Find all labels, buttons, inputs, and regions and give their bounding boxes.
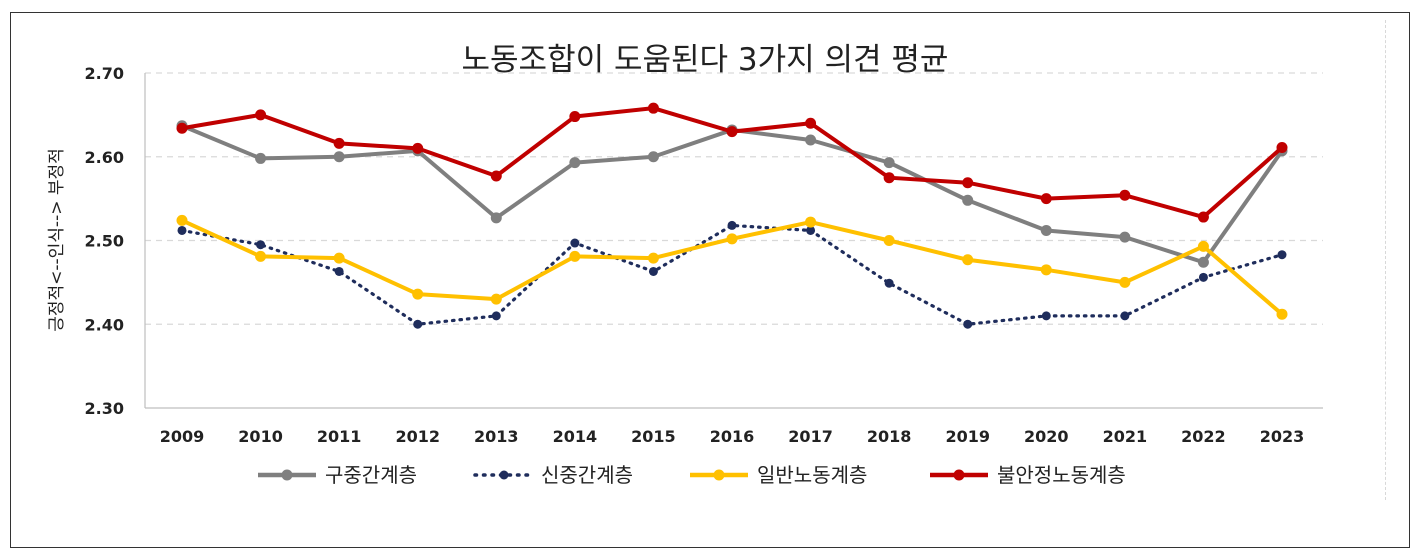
x-tick-label: 2021: [1103, 427, 1148, 446]
data-point: [490, 293, 502, 305]
series-line: [180, 223, 1284, 326]
x-tick-label: 2019: [945, 427, 990, 446]
x-tick-label: 2009: [160, 427, 205, 446]
data-point: [726, 126, 738, 138]
data-point: [726, 233, 738, 245]
legend-marker: [499, 470, 509, 480]
data-point: [805, 216, 817, 228]
data-point: [805, 117, 817, 129]
data-point: [884, 278, 894, 288]
x-tick-label: 2015: [631, 427, 676, 446]
data-point: [333, 137, 345, 149]
data-point: [255, 152, 267, 164]
legend-marker: [713, 469, 725, 481]
data-point: [1040, 264, 1052, 276]
data-point: [962, 194, 974, 206]
data-point: [648, 266, 658, 276]
chart-title: 노동조합이 도움된다 3가지 의견 평균: [462, 42, 949, 78]
data-point: [412, 288, 424, 300]
y-axis-label: 긍정적<--인식--> 부정적: [47, 148, 67, 332]
data-point: [334, 266, 344, 276]
data-point: [176, 122, 188, 134]
data-point: [1119, 231, 1131, 243]
legend-label: 구중간계층: [325, 463, 417, 487]
data-point: [1119, 276, 1131, 288]
data-point: [962, 254, 974, 266]
data-point: [490, 212, 502, 224]
x-tick-label: 2020: [1024, 427, 1069, 446]
data-point: [1119, 189, 1131, 201]
data-point: [333, 252, 345, 264]
data-point: [256, 240, 266, 250]
data-point: [1041, 311, 1051, 321]
data-point: [1040, 224, 1052, 236]
data-point: [647, 252, 659, 264]
legend-marker: [953, 469, 965, 481]
x-tick-label: 2013: [474, 427, 519, 446]
data-point: [491, 311, 501, 321]
data-point: [569, 157, 581, 169]
data-point: [1276, 308, 1288, 320]
legend-label: 일반노동계층: [757, 463, 867, 487]
data-point: [883, 235, 895, 246]
data-point: [1198, 272, 1208, 282]
x-tick-label: 2023: [1260, 427, 1305, 446]
x-tick-label: 2016: [710, 427, 755, 446]
data-point: [413, 319, 423, 329]
data-point: [1197, 211, 1209, 223]
data-point: [1197, 240, 1209, 252]
data-point: [647, 102, 659, 114]
y-tick-label: 2.70: [85, 64, 124, 83]
data-point: [805, 134, 817, 146]
x-tick-label: 2012: [395, 427, 440, 446]
data-point: [412, 142, 424, 154]
legend-label: 불안정노동계층: [997, 463, 1126, 487]
legend-label: 신중간계층: [541, 463, 633, 487]
data-point: [806, 225, 816, 235]
y-tick-label: 2.50: [85, 232, 124, 251]
data-point: [647, 151, 659, 163]
x-tick-label: 2022: [1181, 427, 1226, 446]
data-point: [333, 151, 345, 163]
data-point: [963, 319, 973, 329]
y-tick-label: 2.60: [85, 148, 124, 167]
data-point: [883, 157, 895, 169]
x-tick-label: 2010: [238, 427, 283, 446]
data-point: [1276, 142, 1288, 154]
x-tick-label: 2018: [867, 427, 912, 446]
x-tick-label: 2014: [553, 427, 598, 446]
data-point: [727, 220, 737, 230]
data-point: [1040, 193, 1052, 205]
data-point: [883, 172, 895, 184]
data-point: [1197, 256, 1209, 268]
data-point: [490, 170, 502, 182]
data-point: [962, 177, 974, 189]
y-tick-label: 2.40: [85, 315, 124, 334]
data-point: [177, 225, 187, 235]
data-point: [255, 250, 267, 262]
right-guide-line: [1385, 20, 1386, 500]
data-point: [570, 238, 580, 248]
y-tick-label: 2.30: [85, 399, 124, 418]
data-point: [255, 109, 267, 121]
data-point: [176, 214, 188, 226]
data-point: [1120, 311, 1130, 321]
data-point: [569, 250, 581, 262]
x-tick-label: 2011: [317, 427, 362, 446]
data-point: [569, 111, 581, 123]
legend-marker: [281, 469, 293, 481]
chart-frame: [10, 12, 1410, 548]
data-point: [1277, 250, 1287, 260]
x-tick-label: 2017: [788, 427, 833, 446]
